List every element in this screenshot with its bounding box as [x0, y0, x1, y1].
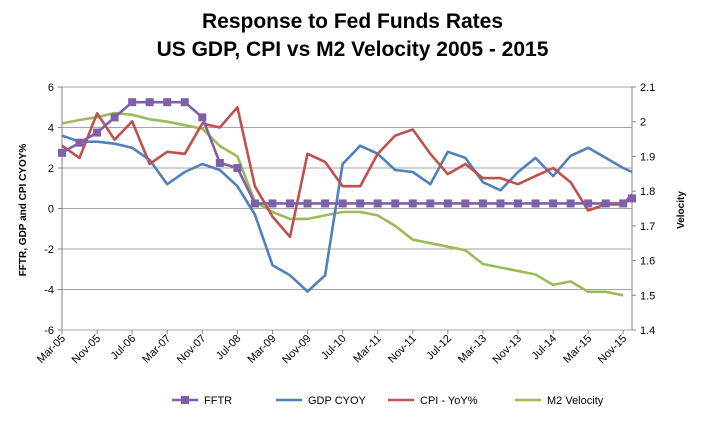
legend-marker	[181, 396, 189, 404]
chart-title: Response to Fed Funds Rates	[201, 10, 504, 33]
point-fftr	[180, 98, 189, 107]
right-tick-label: 1.9	[640, 151, 655, 163]
point-fftr	[286, 199, 294, 208]
x-tick-label: Nov-11	[386, 333, 419, 366]
series-group	[58, 98, 636, 297]
left-axis-ticks: 6 4 2 0 -2 -4 -6	[44, 82, 62, 337]
point-fftr	[58, 148, 66, 157]
point-fftr	[566, 199, 575, 208]
point-fftr	[128, 98, 137, 107]
right-tick-label: 2	[640, 117, 646, 129]
right-axis-ticks: 2.1 2 1.9 1.8 1.7 1.6 1.5 1.4	[632, 82, 655, 337]
point-fftr	[356, 199, 365, 208]
x-tick-label: Nov-15	[596, 333, 630, 367]
x-tick-label: Jul-06	[109, 333, 139, 363]
legend-label: M2 Velocity	[547, 395, 604, 407]
point-fftr	[584, 199, 593, 208]
legend-label: FFTR	[204, 395, 232, 407]
left-tick-label: 6	[48, 82, 54, 94]
right-tick-label: 1.4	[640, 325, 655, 337]
x-tick-label: Mar-15	[561, 333, 594, 366]
left-axis-title: FFTR, GDP and CPI CYOY%	[18, 144, 29, 277]
left-tick-label: 0	[48, 204, 54, 216]
point-fftr	[215, 158, 224, 167]
point-fftr	[461, 199, 470, 208]
right-tick-label: 1.5	[640, 290, 655, 302]
gridlines	[62, 86, 632, 331]
right-tick-label: 1.7	[640, 221, 655, 233]
point-fftr	[514, 199, 522, 208]
x-tick-label: Jul-08	[214, 333, 244, 363]
point-fftr	[145, 98, 154, 107]
point-fftr	[198, 113, 207, 122]
point-fftr	[443, 199, 452, 208]
legend: FFTR GDP CYOY CPI - YoY% M2 Velocity	[172, 395, 604, 407]
x-tick-label: Mar-09	[245, 333, 278, 366]
right-axis-title: Velocity	[676, 191, 687, 229]
point-fftr	[373, 199, 382, 208]
x-tick-label: Jul-12	[424, 333, 454, 363]
x-tick-label: Jul-10	[319, 333, 349, 363]
legend-item-cpi-yoy: CPI - YoY%	[388, 395, 478, 407]
point-fftr	[628, 194, 636, 203]
point-fftr	[250, 199, 259, 208]
x-tick-label: Mar-07	[140, 333, 173, 366]
series-line-fftr	[61, 100, 633, 205]
x-tick-label: Mar-05	[35, 333, 68, 366]
chart-subtitle: US GDP, CPI vs M2 Velocity 2005 - 2015	[156, 38, 549, 61]
point-fftr	[478, 199, 487, 208]
point-fftr	[321, 199, 330, 208]
legend-label: CPI - YoY%	[420, 395, 478, 407]
point-fftr	[75, 138, 84, 147]
left-tick-label: -6	[44, 325, 54, 337]
legend-label: GDP CYOY	[308, 395, 367, 407]
point-fftr	[496, 199, 505, 208]
left-tick-label: 2	[48, 163, 54, 175]
point-fftr	[93, 128, 102, 137]
left-tick-label: 4	[48, 123, 54, 135]
point-fftr	[391, 199, 400, 208]
x-tick-label: Mar-13	[456, 333, 489, 366]
right-tick-label: 2.1	[640, 82, 655, 94]
x-tick-label: Nov-05	[70, 333, 104, 367]
series-line-m2-velocity	[61, 111, 624, 297]
x-axis-ticks: Mar-05 Nov-05 Jul-06 Mar-07 Nov-07 Jul-08 Mar-…	[35, 330, 629, 366]
point-fftr	[110, 113, 119, 122]
x-tick-label: Nov-09	[280, 333, 314, 367]
point-fftr	[303, 199, 312, 208]
legend-item-gdp-cyoy: GDP CYOY	[276, 395, 367, 407]
x-tick-label: Jul-14	[530, 333, 560, 363]
series-line-gdp-cyoy	[61, 134, 633, 293]
point-fftr	[426, 199, 435, 208]
x-tick-label: Nov-07	[175, 333, 209, 367]
point-fftr	[549, 199, 558, 208]
point-fftr	[233, 164, 242, 172]
right-tick-label: 1.8	[640, 186, 655, 198]
left-tick-label: -4	[44, 285, 54, 297]
point-fftr	[163, 98, 172, 107]
point-fftr	[338, 199, 347, 208]
legend-item-m2-velocity: M2 Velocity	[515, 395, 604, 407]
point-fftr	[531, 199, 540, 208]
point-fftr	[619, 199, 628, 208]
point-fftr	[601, 199, 610, 208]
series-line-cpi-yoy	[61, 106, 633, 239]
left-tick-label: -2	[44, 244, 54, 256]
x-tick-label: Nov-13	[491, 333, 525, 367]
point-fftr	[408, 199, 417, 208]
point-fftr	[268, 199, 277, 208]
right-tick-label: 1.6	[640, 256, 655, 268]
legend-item-fftr: FFTR	[172, 395, 232, 407]
x-tick-label: Mar-11	[351, 333, 384, 366]
